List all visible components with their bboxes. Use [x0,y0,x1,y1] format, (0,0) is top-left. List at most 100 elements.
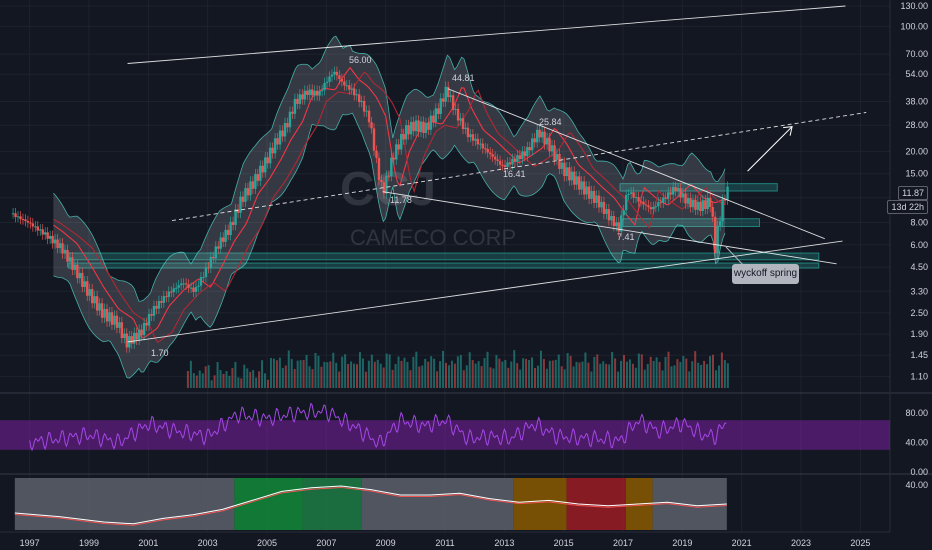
candle-body [696,201,700,210]
candle-body [133,332,136,344]
candle-body [397,144,400,150]
volume-bar [462,370,465,388]
volume-bar [376,359,379,388]
candle-body [570,171,573,181]
candle-body [264,157,267,173]
candle-body [669,192,672,195]
volume-bar [658,361,661,388]
wyckoff-spring-callout[interactable]: wyckoff spring [732,264,799,284]
volume-bar [433,358,436,388]
volume-bar [697,362,700,388]
candle-body [108,312,111,322]
volume-bar [700,364,703,388]
candle-body [699,201,702,211]
volume-bar [373,361,376,388]
volume-bar [308,366,311,388]
volume-bar [661,370,664,388]
candle-body [377,157,381,181]
candle-body [155,305,158,309]
watermark-name: CAMECO CORP [350,225,516,250]
candle-body [135,332,138,340]
volume-bar [480,366,483,388]
price-tick-label: 2.50 [910,308,928,318]
volume-bar [477,361,480,388]
volume-bar [186,371,189,388]
candle-body [11,213,15,215]
candle-body [150,314,153,316]
oscillator-tick-label: 40.00 [905,480,928,490]
candle-body [184,283,188,285]
candle-body [115,315,119,328]
volume-bar [560,366,563,388]
volume-bar [611,351,614,388]
volume-bar [439,361,442,388]
candle-body [585,186,588,195]
volume-bar [275,360,278,388]
candle-body [105,308,109,322]
volume-bar [578,362,581,388]
candle-body [370,122,373,129]
candle-body [713,216,717,254]
volume-bar [483,358,486,388]
candle-body [355,94,358,96]
candle-body [709,197,712,207]
candle-body [686,198,690,204]
volume-bar [572,366,575,388]
candle-body [400,134,403,150]
candle-body [456,108,460,121]
candle-body [357,94,361,103]
candle-body [142,322,146,336]
volume-bar [252,370,255,388]
volume-bar [510,361,513,388]
candle-body [691,199,695,208]
candle-body [202,276,205,278]
candle-body [667,192,670,199]
volume-bar [492,368,495,388]
candle-body [533,138,536,143]
volume-bar [341,356,344,388]
candle-body [657,202,660,207]
candle-body [73,264,77,270]
candle-body [501,164,504,166]
volume-bar [323,361,326,388]
oscillator-line [14,485,727,525]
candle-body [229,221,232,235]
candle-body [340,79,344,82]
candle-body [90,289,94,304]
candle-body [476,138,480,145]
volume-bar [228,375,231,388]
candle-body [360,100,363,103]
volume-bar [421,365,424,388]
volume-bar [344,354,347,388]
volume-bar [284,365,287,388]
candle-body [615,222,618,227]
label-high-2011: 44.81 [452,73,475,83]
volume-bar [415,351,418,388]
candle-body [578,176,581,190]
candle-body [681,193,685,198]
candle-body [24,219,27,222]
candle-body [516,155,519,162]
label-high-2007: 56.00 [349,55,372,65]
candle-body [244,188,247,202]
volume-bar [620,360,623,388]
last-price-tag: 11.87 [898,186,928,200]
volume-bar [706,364,709,388]
candle-body [518,155,522,160]
volume-bar [504,359,507,388]
candle-body [311,89,314,96]
volume-bar [525,358,528,388]
candle-body [434,108,438,123]
candle-body [268,147,272,164]
candle-body [424,122,428,134]
candle-body [446,86,450,98]
candle-body [234,209,237,225]
candle-body [86,281,89,296]
price-tick-label: 15.00 [905,169,928,179]
candle-body [422,121,425,134]
time-tick-label: 2023 [791,538,811,548]
volume-bar [522,358,525,388]
volume-bar [545,368,548,388]
price-tick-label: 54.00 [905,69,928,79]
projection-arrow [747,126,793,172]
